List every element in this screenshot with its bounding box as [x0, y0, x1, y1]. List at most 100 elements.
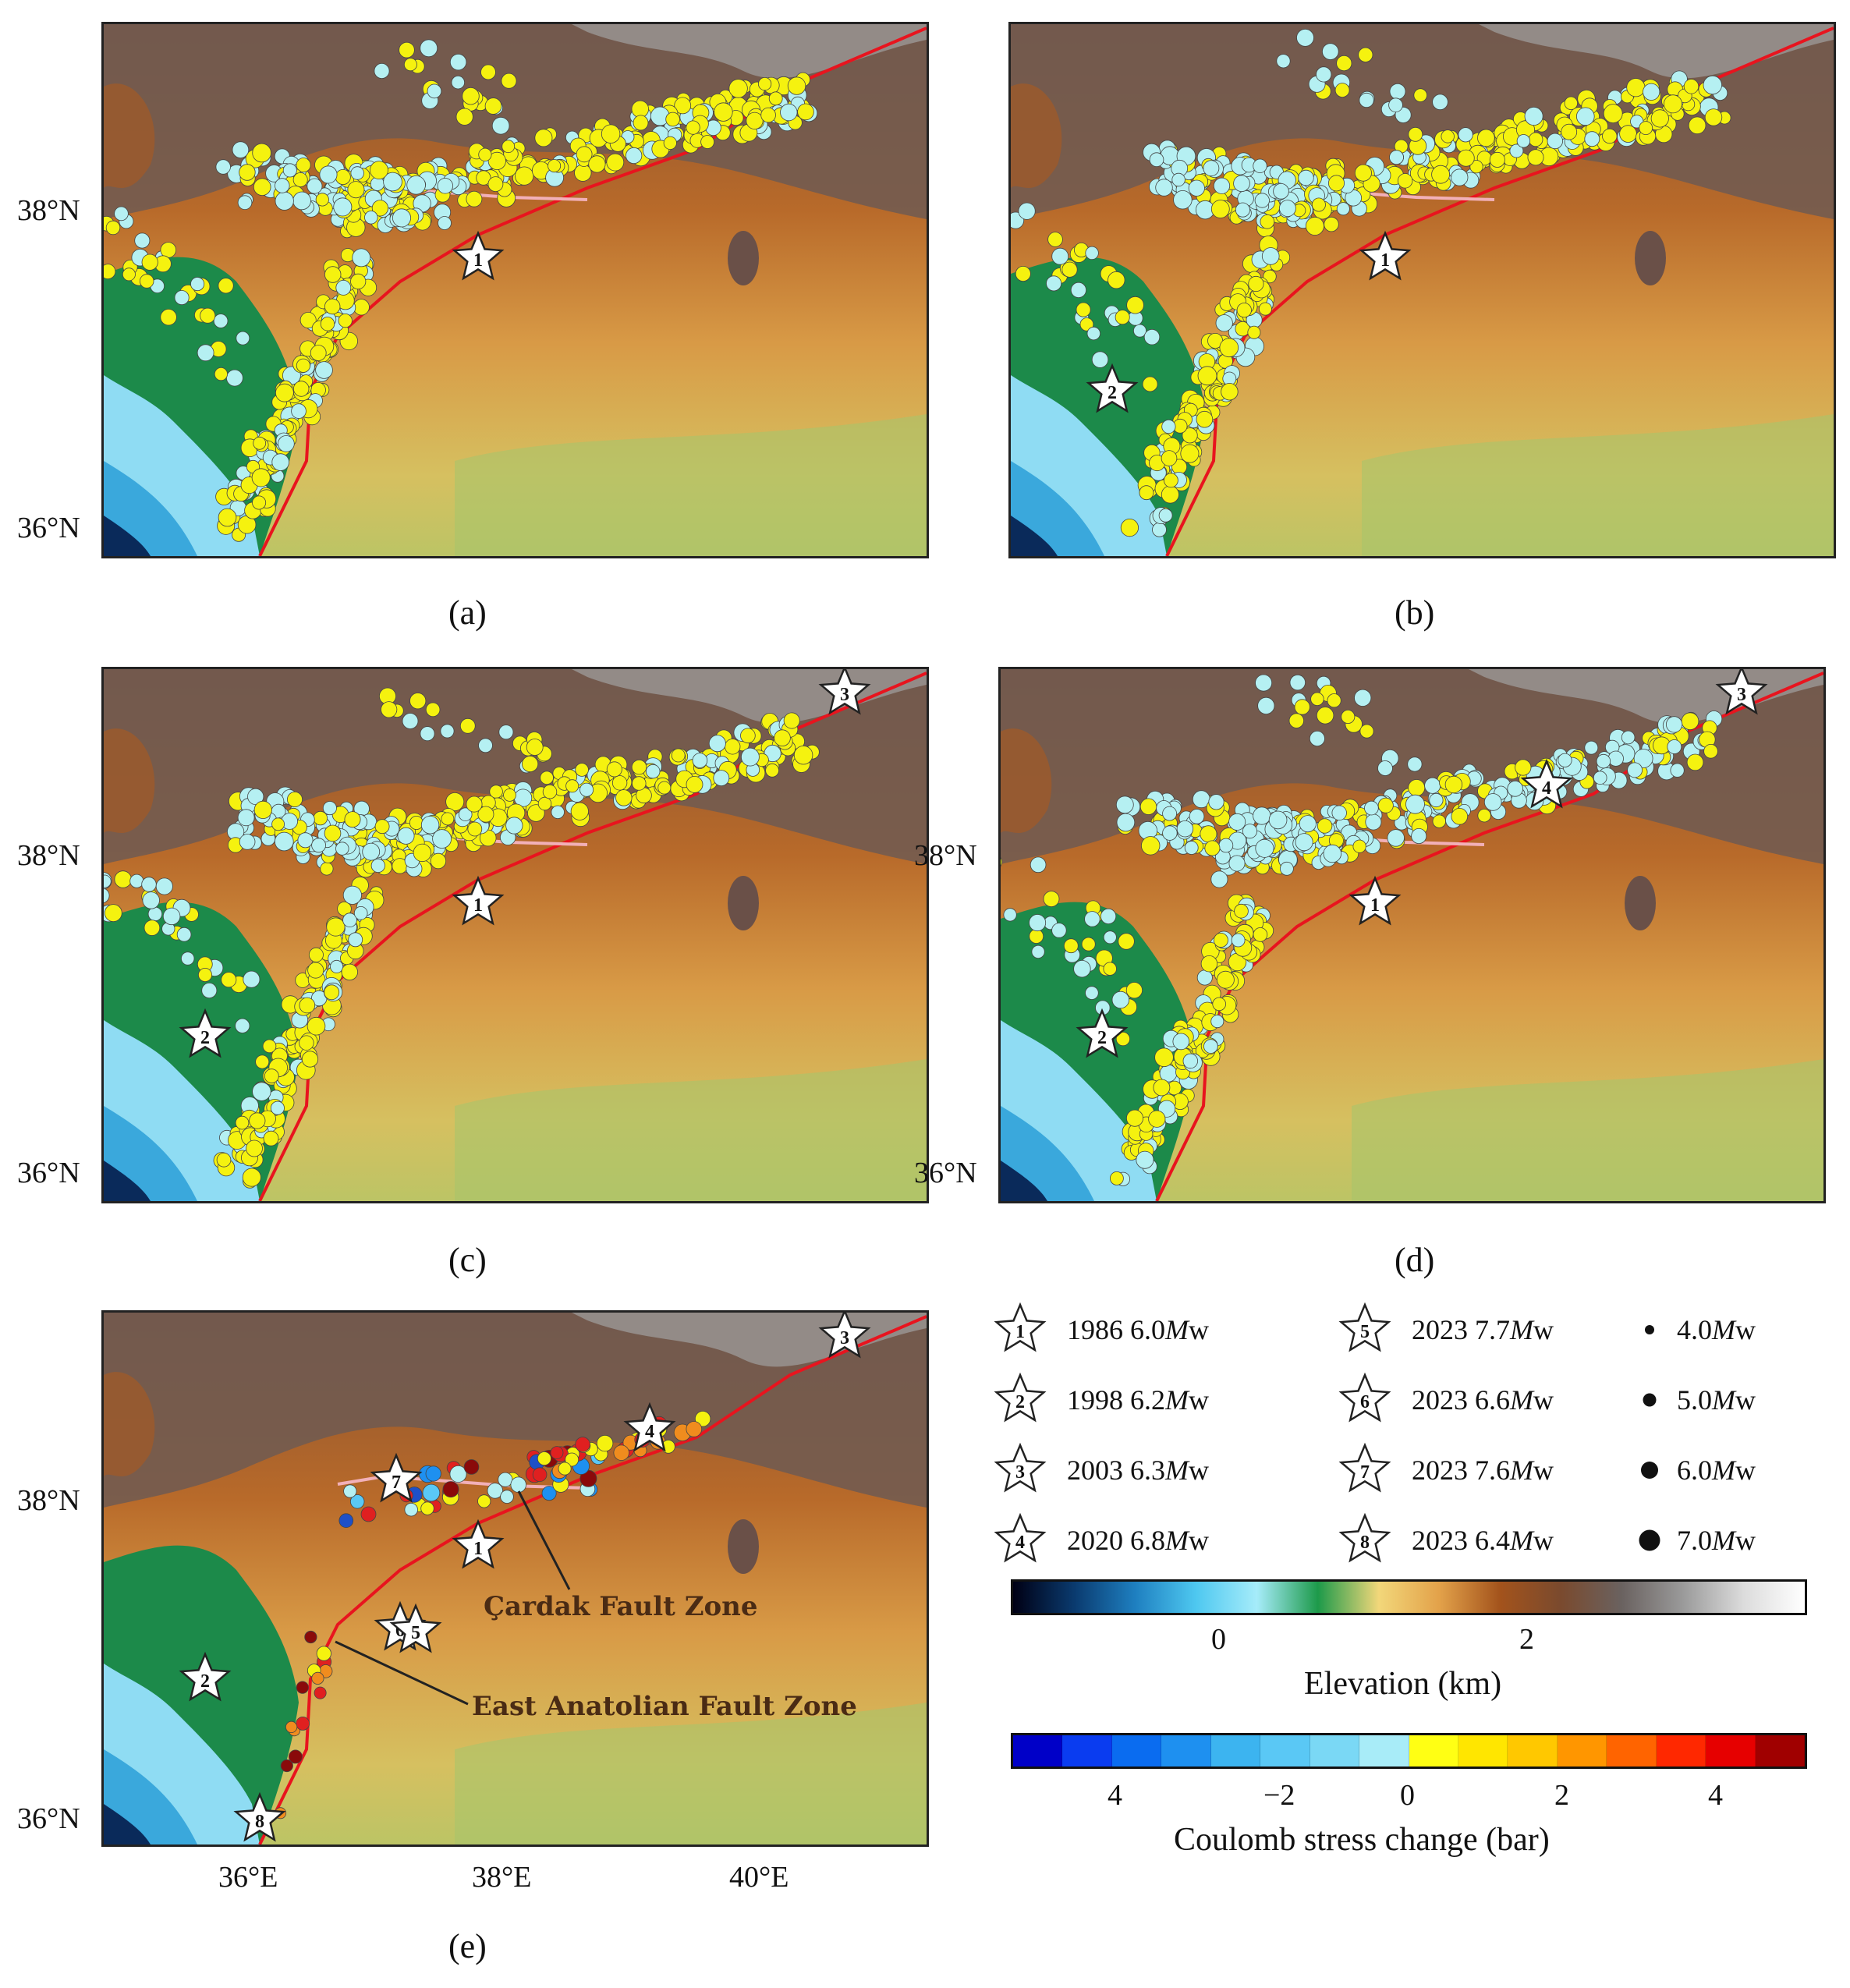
aftershock-dot [271, 453, 290, 471]
aftershock-dot [1204, 840, 1221, 856]
coulomb-colorbar-segment [1310, 1735, 1360, 1767]
aftershock-dot [1003, 908, 1017, 922]
aftershock-dot [1231, 933, 1246, 948]
aftershock-dot [1408, 779, 1426, 797]
aftershock-dot [1081, 937, 1096, 951]
aftershock-dot [663, 136, 677, 150]
aftershock-dot [383, 172, 402, 192]
aftershock-dot [264, 1068, 279, 1084]
aftershock-dot [280, 1759, 293, 1773]
aftershock-dot [1029, 929, 1044, 944]
aftershock-dot [324, 298, 341, 315]
aftershock-dot [1458, 127, 1473, 143]
aftershock-dot [1558, 753, 1572, 767]
aftershock-dot [1507, 781, 1523, 797]
aftershock-dot [1431, 165, 1450, 184]
aftershock-dot [1683, 79, 1699, 94]
aftershock-dot [570, 802, 589, 820]
aftershock-dot [466, 190, 483, 207]
aftershock-dot [1182, 427, 1198, 444]
aftershock-dot [1171, 172, 1185, 187]
aftershock-dot [1163, 473, 1178, 488]
aftershock-dot [501, 140, 516, 154]
aftershock-dot [1051, 923, 1067, 938]
event-star-1: 1 [452, 1518, 505, 1569]
aftershock-dot [451, 75, 466, 90]
aftershock-dot [1079, 317, 1094, 331]
aftershock-dot [478, 738, 493, 753]
event-star-7: 7 [1338, 1442, 1391, 1493]
aftershock-dot [1289, 674, 1306, 691]
aftershock-dot [315, 193, 329, 207]
aftershock-dot [1247, 325, 1261, 339]
aftershock-dot [141, 253, 158, 271]
aftershock-dot [606, 153, 625, 172]
aftershock-dot [768, 91, 783, 106]
aftershock-dot [725, 739, 741, 755]
aftershock-dot [515, 166, 534, 186]
aftershock-dot [1323, 844, 1342, 863]
aftershock-dot [1650, 109, 1669, 128]
aftershock-dot [1120, 518, 1139, 537]
aftershock-dot [526, 804, 545, 822]
aftershock-dot [176, 927, 192, 942]
aftershock-dot [478, 147, 492, 161]
aftershock-dot [1051, 247, 1069, 265]
aftershock-dot [1397, 173, 1413, 189]
aftershock-dot [350, 1494, 365, 1509]
aftershock-dot [399, 41, 415, 58]
aftershock-dot [1125, 1109, 1143, 1127]
aftershock-dot [1043, 891, 1060, 908]
aftershock-dot [540, 771, 554, 785]
aftershock-dot [1327, 693, 1341, 708]
aftershock-dot [674, 97, 692, 115]
legend-event-label: 2023 7.7Mw [1412, 1314, 1554, 1345]
aftershock-dot [338, 1513, 354, 1529]
aftershock-dot [498, 725, 514, 740]
aftershock-dot [286, 791, 303, 807]
legend-size-label: 5.0Mw [1677, 1384, 1756, 1416]
coulomb-colorbar-segment [1755, 1735, 1805, 1767]
aftershock-dot [324, 984, 340, 1001]
aftershock-dot [1593, 771, 1607, 785]
aftershock-dot [741, 747, 760, 767]
aftershock-dot [1413, 88, 1427, 102]
legend-size-dot [1641, 1462, 1658, 1479]
aftershock-dot [370, 161, 388, 180]
legend: 1 1986 6.0Mw 2 1998 6.2Mw 3 2003 6.3Mw 4 2020 6… [991, 1299, 1841, 1642]
coulomb-colorbar-segment [1508, 1735, 1558, 1767]
aftershock-dot [1242, 824, 1257, 839]
lat-label-38: 38°N [17, 194, 80, 227]
aftershock-dot [1316, 66, 1332, 83]
aftershock-dot [1276, 54, 1291, 69]
aftershock-dot [1334, 83, 1350, 97]
aftershock-dot [251, 468, 271, 487]
aftershock-dot [438, 216, 452, 230]
aftershock-dot [558, 1462, 572, 1476]
aftershock-dot [631, 759, 647, 775]
aftershock-dot [1203, 160, 1220, 177]
aftershock-dot [498, 1472, 513, 1487]
aftershock-dot [381, 701, 398, 718]
aftershock-dot [1172, 1033, 1190, 1051]
aftershock-dot [364, 211, 378, 225]
lat-label-38: 38°N [17, 839, 80, 872]
aftershock-dot [445, 792, 465, 811]
aftershock-dot [1444, 775, 1463, 794]
aftershock-dot [374, 819, 390, 835]
aftershock-dot [242, 1168, 261, 1187]
aftershock-dot [1561, 123, 1578, 140]
aftershock-dot [341, 963, 359, 981]
map-frame-a: 1 [101, 22, 929, 558]
aftershock-dot [1273, 183, 1289, 200]
aftershock-dot [425, 702, 441, 718]
aftershock-dot [320, 317, 335, 331]
aftershock-dot [1639, 121, 1653, 136]
aftershock-dot [1216, 970, 1235, 989]
aftershock-dot [353, 905, 368, 920]
aftershock-dot [342, 912, 357, 928]
aftershock-dot [275, 178, 290, 193]
aftershock-dot [252, 1082, 271, 1101]
aftershock-dot [1619, 125, 1637, 143]
aftershock-dot [1215, 314, 1233, 332]
